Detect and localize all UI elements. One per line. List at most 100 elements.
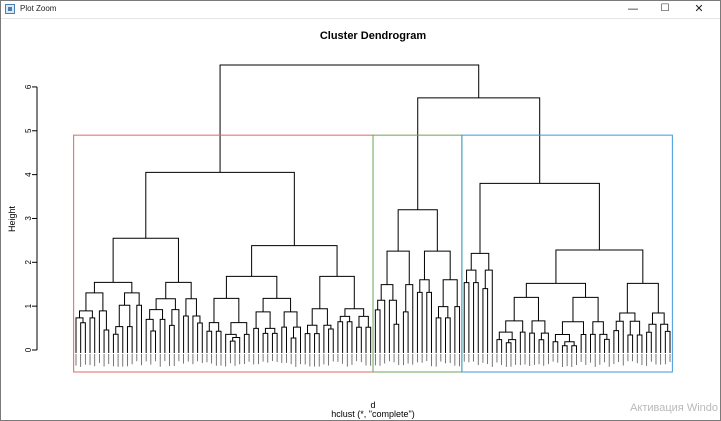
dendrogram-branch	[419, 279, 430, 293]
dendrogram-branch	[508, 339, 517, 353]
dendrogram-branch	[505, 342, 512, 353]
dendrogram-branch	[552, 341, 559, 353]
dendrogram-branch	[155, 298, 176, 310]
title-bar: Plot Zoom — ☐ ✕	[1, 1, 720, 19]
dendrogram-branch	[328, 328, 334, 353]
dendrogram-branch	[115, 326, 124, 353]
dendrogram-branch	[225, 275, 278, 299]
dendrogram-branch	[197, 322, 203, 353]
dendrogram-branch	[215, 330, 222, 353]
y-tick-label: 6	[24, 84, 33, 89]
dendrogram-branch	[365, 326, 372, 353]
dendrogram-branch	[538, 339, 545, 353]
dendrogram-branch	[648, 323, 657, 353]
app-icon	[5, 4, 15, 14]
dendrogram-branch	[380, 284, 394, 301]
dendrogram-branch	[393, 323, 400, 353]
dendrogram-branch	[251, 245, 338, 277]
y-tick-label: 0	[24, 347, 33, 352]
maximize-icon[interactable]: ☐	[660, 3, 670, 14]
dendrogram-branch	[466, 269, 477, 283]
dendrogram-branch	[337, 321, 344, 353]
dendrogram-branch	[660, 323, 669, 353]
dendrogram-branch	[613, 330, 620, 353]
dendrogram-branch	[165, 281, 192, 299]
dendrogram-branch	[626, 282, 659, 314]
dendrogram-branch	[281, 326, 287, 353]
close-icon[interactable]: ✕	[694, 2, 704, 15]
dendrogram-branch	[463, 282, 470, 353]
dendrogram-branch	[344, 308, 365, 317]
dendrogram-branch	[292, 326, 302, 353]
dendrogram-branch	[230, 322, 248, 335]
dendrogram-branch	[416, 291, 423, 353]
dendrogram-branch	[435, 317, 442, 353]
dendrogram-branch	[136, 304, 142, 353]
y-tick-label: 3	[24, 216, 33, 221]
dendrogram-branch	[619, 312, 636, 322]
dendrogram-branch	[482, 288, 489, 353]
dendrogram-branch	[580, 333, 587, 353]
dendrogram-branch	[531, 320, 546, 334]
dendrogram-branch	[604, 338, 610, 353]
dendrogram-branch	[473, 282, 479, 353]
dendrogram-branch	[232, 337, 241, 353]
minimize-icon[interactable]: —	[627, 2, 639, 15]
dendrogram-branch	[145, 318, 154, 353]
dendrogram-branch	[519, 331, 526, 353]
dendrogram-branch	[264, 327, 276, 334]
dendrogram-branch	[171, 309, 180, 353]
dendrogram-branch	[255, 311, 271, 329]
dendrogram-branch	[402, 311, 409, 353]
dendrogram-branch	[377, 299, 386, 353]
dendrogram-tree	[75, 64, 671, 353]
dendrogram-branch	[243, 333, 250, 353]
dendrogram-branch	[555, 249, 644, 284]
dendrogram-branch	[307, 324, 318, 334]
dendrogram-branch	[599, 333, 608, 353]
dendrogram-branch	[571, 345, 577, 353]
dendrogram-branch	[426, 291, 432, 353]
dendrogram-branch	[554, 333, 570, 342]
dendrogram-branch	[319, 275, 355, 309]
dendrogram-branch	[159, 318, 166, 353]
y-tick-label: 1	[24, 303, 33, 308]
dendrogram-branch	[271, 332, 278, 353]
chart-title: Cluster Dendrogram	[320, 30, 427, 42]
y-tick-label: 4	[24, 172, 33, 177]
dendrogram-branch	[346, 321, 353, 353]
dendrogram-branch	[229, 340, 236, 353]
dendrogram-branch	[561, 345, 568, 353]
dendrogram-branch	[356, 326, 362, 353]
dendrogram-branch	[213, 297, 240, 323]
dendrogram-branch	[498, 331, 513, 340]
dendrogram-branch	[253, 327, 259, 353]
dendrogram-branch	[470, 252, 490, 271]
dendrogram-branch	[540, 332, 549, 353]
dendrogram-branch	[150, 330, 157, 353]
dendrogram-branch	[112, 333, 119, 353]
cluster-rectangles	[73, 134, 673, 373]
dendrogram-branch	[126, 326, 133, 353]
dendrogram-branch	[311, 308, 328, 326]
dendrogram-branch	[183, 315, 189, 353]
dendrogram-branch	[149, 309, 164, 320]
dendrogram-branch	[208, 322, 220, 332]
dendrogram-branch	[525, 282, 587, 298]
dendrogram-branch	[374, 309, 381, 353]
method-sublabel: hclust (*, "complete")	[331, 409, 414, 419]
dendrogram-branch	[484, 269, 493, 353]
dendrogram-branch	[646, 331, 652, 353]
dendrogram-branch	[417, 97, 541, 210]
dendrogram-branch	[304, 333, 311, 353]
dendrogram-branch	[529, 332, 535, 353]
dendrogram-branch	[423, 250, 451, 280]
dendrogram-branch	[206, 330, 213, 353]
dendrogram-branch	[262, 297, 292, 312]
dendrogram-branch	[358, 315, 369, 328]
dendrogram-branch	[145, 171, 295, 246]
dendrogram-branch	[124, 292, 140, 306]
dendrogram-branch	[636, 334, 643, 353]
dendrogram-branch	[437, 306, 449, 318]
dendrogram-branch	[651, 312, 665, 325]
